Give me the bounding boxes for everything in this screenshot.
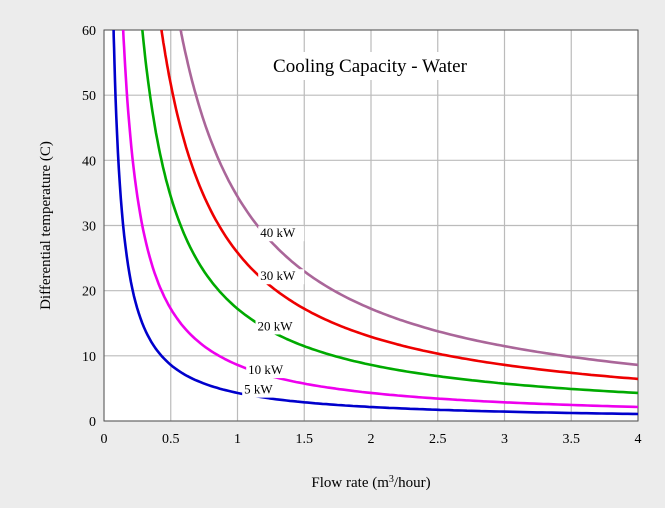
y-tick-label: 10: [82, 350, 96, 365]
y-tick-label: 50: [82, 89, 96, 104]
series-line-40kw: [179, 29, 639, 367]
x-tick-label: 2: [368, 432, 375, 447]
y-tick-label: 60: [82, 24, 96, 39]
x-tick-label: 2.5: [429, 432, 447, 447]
y-tick-label: 0: [89, 415, 96, 430]
series-label-30kw: 30 kW: [260, 268, 296, 283]
x-tick-label: 3.5: [563, 432, 581, 447]
series-label-bg-30kw: [258, 269, 305, 285]
y-axis-label: Differential temperature (C): [38, 141, 54, 310]
y-tick-label: 30: [82, 220, 96, 235]
series-label-40kw: 40 kW: [260, 225, 296, 240]
series-label-10kw: 10 kW: [248, 362, 284, 377]
series-line-10kw: [121, 29, 639, 409]
series-line-5kw: [112, 29, 639, 416]
x-tick-label: 0: [101, 432, 108, 447]
plot-border: [103, 29, 639, 422]
x-axis-label-superscript: 3: [389, 474, 394, 485]
title-background: [238, 52, 502, 80]
series-label-5kw: 5 kW: [244, 382, 273, 397]
x-tick-labels: 0 0.5 1 1.5 2 2.5 3 3.5 4: [101, 432, 642, 447]
series-label-bg-10kw: [246, 363, 293, 379]
y-tick-labels: 0 10 20 30 40 50 60: [82, 24, 96, 430]
series-label-20kw: 20 kW: [258, 318, 294, 333]
series-labels: 5 kW 10 kW 20 kW 30 kW 40 kW: [242, 225, 305, 398]
series-label-bg-5kw: [242, 382, 289, 398]
series-label-bg-40kw: [258, 226, 305, 242]
series-label-bg-20kw: [255, 319, 302, 335]
x-tick-label: 1.5: [296, 432, 314, 447]
x-tick-label: 3: [501, 432, 508, 447]
y-tick-label: 40: [82, 154, 96, 169]
x-tick-label: 4: [635, 432, 642, 447]
x-tick-label: 1: [234, 432, 241, 447]
x-axis-label-main: Flow rate (m: [311, 475, 389, 491]
x-axis-label: Flow rate (m3/hour): [311, 474, 430, 492]
y-tick-label: 20: [82, 285, 96, 300]
chart-title: Cooling Capacity - Water: [273, 56, 468, 77]
grid-lines: [103, 29, 639, 422]
x-axis-label-unit: /hour): [394, 475, 431, 491]
series-line-30kw: [160, 29, 639, 381]
x-tick-label: 0.5: [162, 432, 180, 447]
series-curves: [112, 29, 639, 416]
series-line-20kw: [141, 29, 639, 395]
